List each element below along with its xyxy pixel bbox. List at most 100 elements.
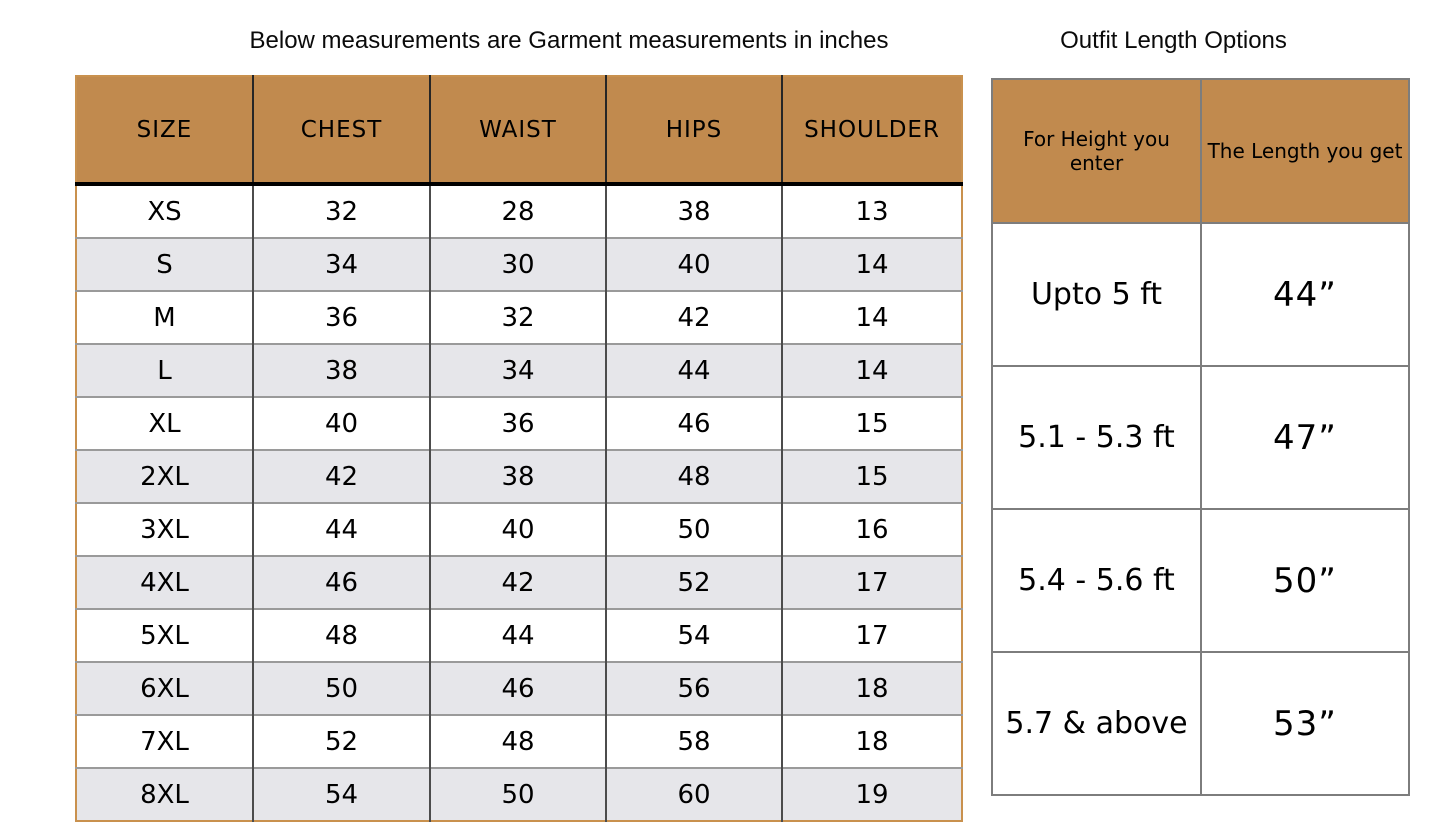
outfit-length-title: Outfit Length Options xyxy=(1060,27,1287,54)
table-row: 7XL 52 48 58 18 xyxy=(76,714,962,768)
length-cell: 50” xyxy=(1200,508,1409,652)
waist-cell: 30 xyxy=(429,237,606,291)
length-cell: 53” xyxy=(1200,651,1409,795)
shoulder-cell: 18 xyxy=(781,661,962,715)
chest-cell: 42 xyxy=(252,449,430,503)
waist-cell: 32 xyxy=(429,290,606,344)
waist-cell: 38 xyxy=(429,449,606,503)
shoulder-cell: 14 xyxy=(781,290,962,344)
height-cell: 5.1 - 5.3 ft xyxy=(992,365,1201,509)
height-cell: Upto 5 ft xyxy=(992,223,1201,366)
chest-cell: 38 xyxy=(252,343,430,397)
size-cell: 7XL xyxy=(76,714,253,768)
hips-cell: 54 xyxy=(605,608,782,662)
table-row: 8XL 54 50 60 19 xyxy=(76,767,962,821)
hips-cell: 48 xyxy=(605,449,782,503)
chest-cell: 46 xyxy=(252,555,430,609)
column-header-chest: CHEST xyxy=(252,76,430,186)
garment-table-body: XS 32 28 38 13 S 34 30 40 14 M 36 32 42 … xyxy=(76,184,962,821)
shoulder-cell: 15 xyxy=(781,449,962,503)
hips-cell: 56 xyxy=(605,661,782,715)
header-row: SIZE CHEST WAIST HIPS SHOULDER xyxy=(76,76,962,186)
table-row: Upto 5 ft 44” xyxy=(992,223,1409,366)
table-row: 4XL 46 42 52 17 xyxy=(76,555,962,609)
column-header-height: For Height you enter xyxy=(992,79,1201,224)
column-header-size: SIZE xyxy=(76,76,253,186)
column-header-waist: WAIST xyxy=(429,76,606,186)
waist-cell: 36 xyxy=(429,396,606,450)
size-cell: 4XL xyxy=(76,555,253,609)
column-header-hips: HIPS xyxy=(605,76,782,186)
length-cell: 47” xyxy=(1200,365,1409,509)
length-cell: 44” xyxy=(1200,223,1409,366)
outfit-length-table: For Height you enter The Length you get … xyxy=(991,78,1410,796)
table-row: 5XL 48 44 54 17 xyxy=(76,608,962,662)
chest-cell: 44 xyxy=(252,502,430,556)
size-cell: S xyxy=(76,237,253,291)
shoulder-cell: 14 xyxy=(781,343,962,397)
table-row: 6XL 50 46 56 18 xyxy=(76,661,962,715)
hips-cell: 46 xyxy=(605,396,782,450)
waist-cell: 34 xyxy=(429,343,606,397)
table-row: L 38 34 44 14 xyxy=(76,343,962,397)
hips-cell: 40 xyxy=(605,237,782,291)
hips-cell: 42 xyxy=(605,290,782,344)
shoulder-cell: 13 xyxy=(781,184,962,238)
hips-cell: 60 xyxy=(605,767,782,821)
size-cell: 5XL xyxy=(76,608,253,662)
shoulder-cell: 14 xyxy=(781,237,962,291)
outfit-table-header: For Height you enter The Length you get xyxy=(992,79,1409,224)
chest-cell: 40 xyxy=(252,396,430,450)
shoulder-cell: 19 xyxy=(781,767,962,821)
table-row: XL 40 36 46 15 xyxy=(76,396,962,450)
header-row: For Height you enter The Length you get xyxy=(992,79,1409,224)
chest-cell: 54 xyxy=(252,767,430,821)
table-row: 3XL 44 40 50 16 xyxy=(76,502,962,556)
shoulder-cell: 17 xyxy=(781,608,962,662)
shoulder-cell: 18 xyxy=(781,714,962,768)
hips-cell: 44 xyxy=(605,343,782,397)
garment-table-title: Below measurements are Garment measureme… xyxy=(249,27,889,54)
size-cell: 6XL xyxy=(76,661,253,715)
waist-cell: 44 xyxy=(429,608,606,662)
height-cell: 5.4 - 5.6 ft xyxy=(992,508,1201,652)
chest-cell: 48 xyxy=(252,608,430,662)
chest-cell: 50 xyxy=(252,661,430,715)
chest-cell: 34 xyxy=(252,237,430,291)
waist-cell: 28 xyxy=(429,184,606,238)
hips-cell: 58 xyxy=(605,714,782,768)
shoulder-cell: 16 xyxy=(781,502,962,556)
outfit-table-body: Upto 5 ft 44” 5.1 - 5.3 ft 47” 5.4 - 5.6… xyxy=(992,223,1409,795)
garment-table-header: SIZE CHEST WAIST HIPS SHOULDER xyxy=(76,76,962,186)
garment-measurements-table: SIZE CHEST WAIST HIPS SHOULDER XS 32 28 … xyxy=(75,75,963,822)
size-cell: M xyxy=(76,290,253,344)
size-cell: 3XL xyxy=(76,502,253,556)
shoulder-cell: 17 xyxy=(781,555,962,609)
table-row: 5.4 - 5.6 ft 50” xyxy=(992,508,1409,652)
waist-cell: 42 xyxy=(429,555,606,609)
height-cell: 5.7 & above xyxy=(992,651,1201,795)
chest-cell: 52 xyxy=(252,714,430,768)
table-row: 5.7 & above 53” xyxy=(992,651,1409,795)
size-cell: XS xyxy=(76,184,253,238)
table-row: S 34 30 40 14 xyxy=(76,237,962,291)
column-header-length: The Length you get xyxy=(1200,79,1409,224)
chest-cell: 36 xyxy=(252,290,430,344)
waist-cell: 46 xyxy=(429,661,606,715)
size-cell: XL xyxy=(76,396,253,450)
waist-cell: 50 xyxy=(429,767,606,821)
column-header-shoulder: SHOULDER xyxy=(781,76,962,186)
shoulder-cell: 15 xyxy=(781,396,962,450)
size-cell: L xyxy=(76,343,253,397)
waist-cell: 40 xyxy=(429,502,606,556)
size-cell: 2XL xyxy=(76,449,253,503)
waist-cell: 48 xyxy=(429,714,606,768)
table-row: 2XL 42 38 48 15 xyxy=(76,449,962,503)
chest-cell: 32 xyxy=(252,184,430,238)
table-row: M 36 32 42 14 xyxy=(76,290,962,344)
table-row: XS 32 28 38 13 xyxy=(76,184,962,238)
size-cell: 8XL xyxy=(76,767,253,821)
hips-cell: 38 xyxy=(605,184,782,238)
hips-cell: 50 xyxy=(605,502,782,556)
hips-cell: 52 xyxy=(605,555,782,609)
